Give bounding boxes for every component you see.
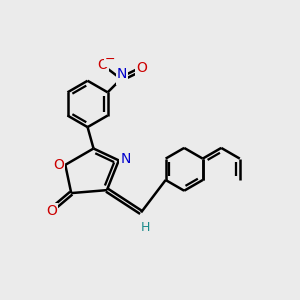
Text: +: + [117,74,127,84]
Text: O: O [46,204,57,218]
Text: O: O [97,58,108,72]
Text: N: N [120,152,130,166]
Text: O: O [53,158,64,172]
Text: N: N [117,67,127,81]
Text: O: O [136,61,147,75]
Text: −: − [105,52,115,66]
Text: H: H [141,221,150,234]
